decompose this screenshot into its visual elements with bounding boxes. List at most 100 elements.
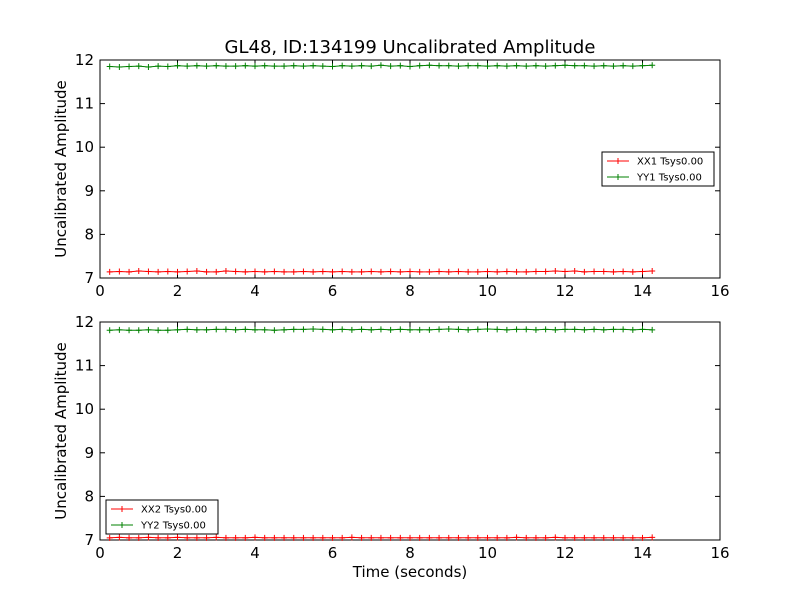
data-point	[319, 63, 326, 70]
legend: XX1 Tsys0.00 YY1 Tsys0.00	[601, 151, 715, 187]
data-point	[300, 326, 307, 333]
data-point	[213, 326, 220, 333]
data-point	[610, 268, 617, 275]
data-point	[126, 534, 133, 541]
y-tick-label: 12	[75, 51, 94, 69]
data-point	[164, 268, 171, 275]
data-point	[397, 268, 404, 275]
data-point	[106, 268, 113, 275]
x-tick-label: 8	[405, 282, 415, 300]
data-point	[377, 534, 384, 541]
data-point	[542, 534, 549, 541]
data-point	[368, 326, 375, 333]
data-point	[639, 268, 646, 275]
data-point	[222, 268, 229, 275]
data-point	[164, 534, 171, 541]
data-point	[591, 268, 598, 275]
data-point	[339, 326, 346, 333]
data-point	[126, 268, 133, 275]
legend-entry: YY1 Tsys0.00	[636, 173, 702, 184]
data-point	[368, 63, 375, 70]
data-point	[387, 268, 394, 275]
chart-title: GL48, ID:134199 Uncalibrated Amplitude	[225, 37, 596, 58]
data-point	[242, 268, 249, 275]
data-point	[649, 62, 656, 69]
data-point	[494, 326, 501, 333]
data-point	[358, 534, 365, 541]
data-point	[494, 534, 501, 541]
y-tick-label: 7	[84, 531, 94, 549]
x-tick-label: 0	[95, 544, 105, 562]
data-point	[145, 63, 152, 70]
data-point	[416, 268, 423, 275]
data-point	[203, 268, 210, 275]
data-point	[571, 326, 578, 333]
data-point	[319, 326, 326, 333]
data-point	[106, 327, 113, 334]
data-point	[252, 534, 258, 541]
x-tick-label: 8	[405, 544, 415, 562]
data-point	[629, 326, 636, 333]
data-point	[348, 63, 355, 70]
data-point	[532, 326, 539, 333]
data-point	[552, 326, 559, 333]
data-point	[126, 327, 133, 334]
data-point	[562, 62, 568, 69]
data-point	[252, 326, 258, 333]
data-point	[532, 534, 539, 541]
data-point	[455, 63, 462, 70]
data-point	[184, 326, 191, 333]
data-point	[203, 326, 210, 333]
data-point	[426, 62, 433, 69]
data-point	[135, 63, 142, 70]
data-point	[416, 326, 423, 333]
data-point	[542, 326, 549, 333]
data-point	[591, 534, 598, 541]
data-point	[290, 534, 297, 541]
data-point	[465, 62, 472, 69]
data-point	[193, 268, 200, 275]
data-point	[513, 268, 520, 275]
data-point	[145, 268, 152, 275]
data-point	[242, 62, 249, 69]
y-tick-label: 9	[84, 182, 94, 200]
data-point	[523, 268, 530, 275]
data-point	[300, 63, 307, 70]
data-point	[513, 534, 520, 541]
data-point	[377, 62, 384, 69]
data-point	[474, 62, 481, 69]
data-point	[397, 326, 404, 333]
data-point	[523, 534, 530, 541]
data-point	[281, 534, 288, 541]
data-point	[164, 327, 171, 334]
data-point	[106, 63, 113, 70]
data-point	[513, 326, 520, 333]
data-point	[484, 268, 491, 275]
data-point	[600, 326, 607, 333]
legend: XX2 Tsys0.00 YY2 Tsys0.00	[105, 499, 219, 535]
data-point	[484, 63, 491, 70]
data-point	[232, 534, 239, 541]
data-point	[426, 326, 433, 333]
x-tick-label: 12	[555, 544, 574, 562]
y-tick-label: 11	[75, 357, 94, 375]
data-point	[368, 534, 375, 541]
data-point	[503, 326, 510, 333]
x-tick-label: 2	[173, 544, 183, 562]
data-point	[319, 268, 326, 275]
data-point	[377, 326, 384, 333]
data-point	[252, 63, 258, 70]
data-point	[174, 326, 181, 333]
y-axis-label: Uncalibrated Amplitude	[52, 80, 70, 257]
data-point	[164, 63, 171, 70]
legend-entry: YY2 Tsys0.00	[140, 521, 206, 532]
data-point	[329, 268, 336, 275]
x-tick-label: 2	[173, 282, 183, 300]
y-axis-label: Uncalibrated Amplitude	[52, 342, 70, 519]
x-tick-label: 4	[250, 282, 260, 300]
data-point	[416, 534, 423, 541]
y-tick-label: 11	[75, 95, 94, 113]
data-point	[465, 268, 472, 275]
data-point	[232, 63, 239, 70]
data-point	[494, 268, 501, 275]
